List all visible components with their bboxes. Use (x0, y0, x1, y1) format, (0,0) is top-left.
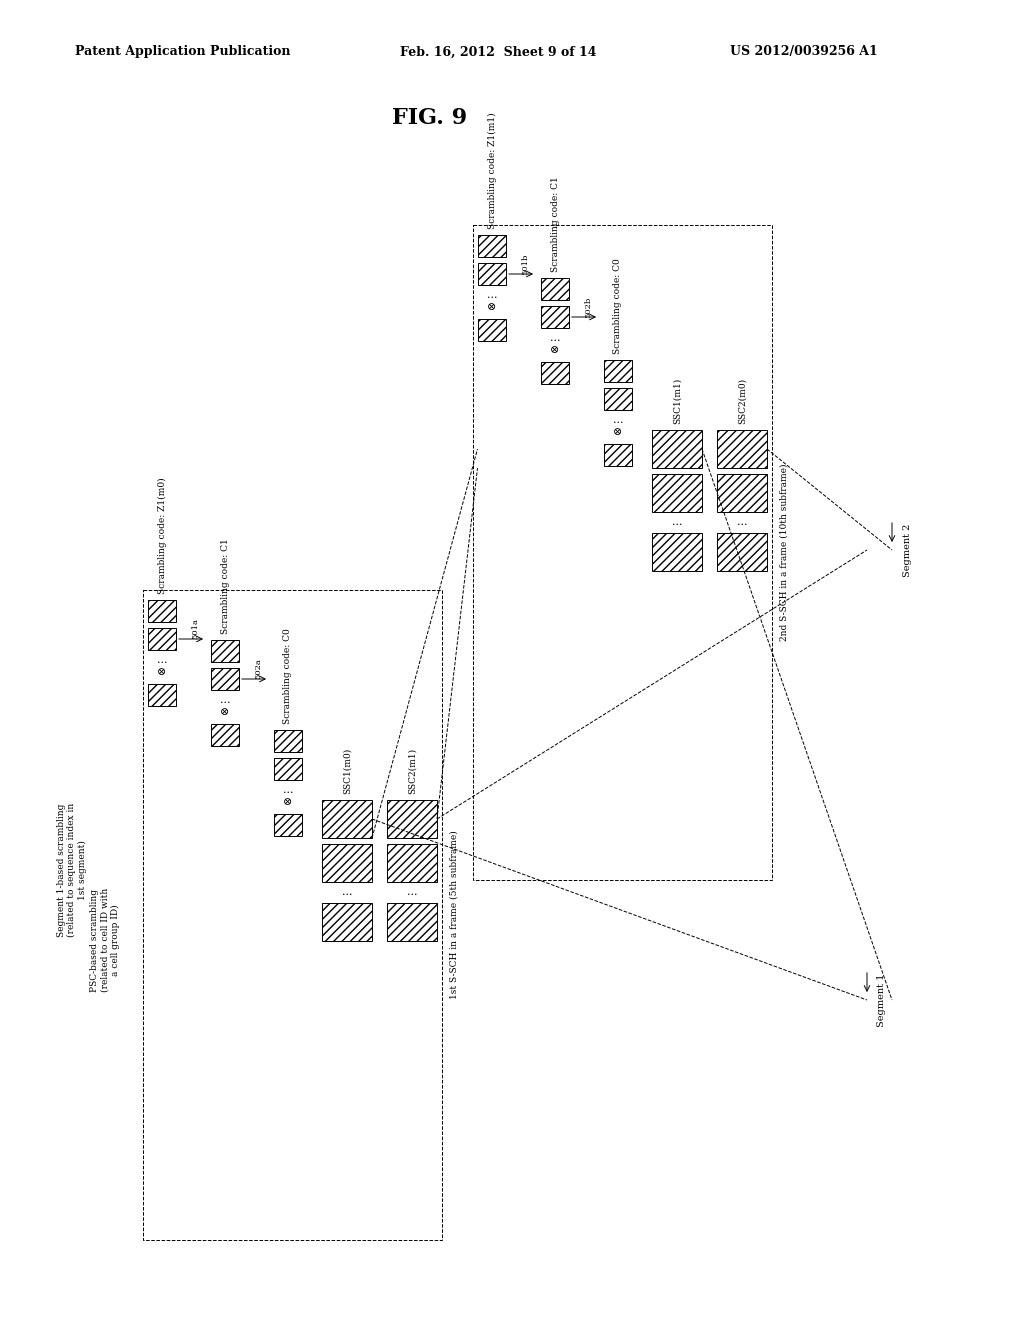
Text: ...: ... (550, 333, 560, 343)
Text: ⊗: ⊗ (220, 708, 229, 717)
Bar (604, 444, 632, 466)
Bar (148, 601, 176, 622)
Text: 502b: 502b (584, 297, 592, 318)
Bar (143, 590, 442, 1239)
Text: ...: ... (407, 887, 417, 898)
Text: Segment 1: Segment 1 (878, 973, 887, 1027)
Text: SSC1(m0): SSC1(m0) (342, 747, 351, 795)
Text: FIG. 9: FIG. 9 (392, 107, 468, 129)
Bar (717, 533, 767, 572)
Bar (322, 843, 372, 882)
Bar (148, 684, 176, 706)
Bar (274, 758, 302, 780)
Text: ...: ... (672, 517, 682, 527)
Bar (473, 224, 772, 880)
Text: ...: ... (342, 887, 352, 898)
Text: 501b: 501b (521, 253, 529, 275)
Text: Patent Application Publication: Patent Application Publication (75, 45, 291, 58)
Bar (717, 474, 767, 512)
Bar (604, 388, 632, 411)
Text: ...: ... (220, 696, 230, 705)
Bar (211, 668, 239, 690)
Bar (652, 533, 702, 572)
Text: SSC1(m1): SSC1(m1) (673, 378, 682, 424)
Bar (652, 430, 702, 469)
Text: Segment 1-based scrambling
(related to sequence index in
1st segment): Segment 1-based scrambling (related to s… (57, 803, 87, 937)
Bar (387, 903, 437, 941)
Bar (478, 235, 506, 257)
Text: ⊗: ⊗ (550, 345, 560, 355)
Text: PSC-based scrambling
(related to cell ID with
a cell group ID): PSC-based scrambling (related to cell ID… (90, 888, 120, 993)
Text: Feb. 16, 2012  Sheet 9 of 14: Feb. 16, 2012 Sheet 9 of 14 (400, 45, 597, 58)
Text: ...: ... (486, 290, 498, 300)
Text: ⊗: ⊗ (613, 426, 623, 437)
Text: 1st S-SCH in a frame (5th subframe): 1st S-SCH in a frame (5th subframe) (450, 830, 459, 999)
Bar (717, 430, 767, 469)
Text: US 2012/0039256 A1: US 2012/0039256 A1 (730, 45, 878, 58)
Text: SSC2(m1): SSC2(m1) (408, 748, 417, 795)
Text: 502a: 502a (254, 659, 262, 680)
Bar (387, 800, 437, 838)
Bar (652, 474, 702, 512)
Text: ⊗: ⊗ (158, 667, 167, 677)
Text: 501a: 501a (191, 619, 199, 639)
Text: Scrambling code: C0: Scrambling code: C0 (613, 259, 623, 354)
Bar (211, 723, 239, 746)
Text: ...: ... (157, 655, 167, 665)
Bar (541, 306, 569, 327)
Bar (541, 279, 569, 300)
Text: Scrambling code: Z1(m0): Scrambling code: Z1(m0) (158, 478, 167, 594)
Text: ⊗: ⊗ (284, 797, 293, 807)
Text: Scrambling code: C1: Scrambling code: C1 (551, 177, 559, 272)
Text: ...: ... (736, 517, 748, 527)
Text: Scrambling code: C1: Scrambling code: C1 (220, 539, 229, 634)
Text: Segment 2: Segment 2 (902, 523, 911, 577)
Text: Scrambling code: C0: Scrambling code: C0 (284, 628, 293, 723)
Text: ⊗: ⊗ (487, 302, 497, 312)
Bar (211, 640, 239, 663)
Bar (478, 319, 506, 341)
Bar (148, 628, 176, 649)
Text: SSC2(m0): SSC2(m0) (737, 378, 746, 424)
Bar (322, 903, 372, 941)
Bar (322, 800, 372, 838)
Text: 2nd S-SCH in a frame (10th subframe): 2nd S-SCH in a frame (10th subframe) (779, 463, 788, 642)
Bar (274, 730, 302, 752)
Text: ...: ... (283, 785, 293, 795)
Text: ...: ... (612, 414, 624, 425)
Text: Scrambling code: Z1(m1): Scrambling code: Z1(m1) (487, 112, 497, 228)
Bar (604, 360, 632, 381)
Bar (387, 843, 437, 882)
Bar (274, 814, 302, 836)
Bar (541, 362, 569, 384)
Bar (478, 263, 506, 285)
